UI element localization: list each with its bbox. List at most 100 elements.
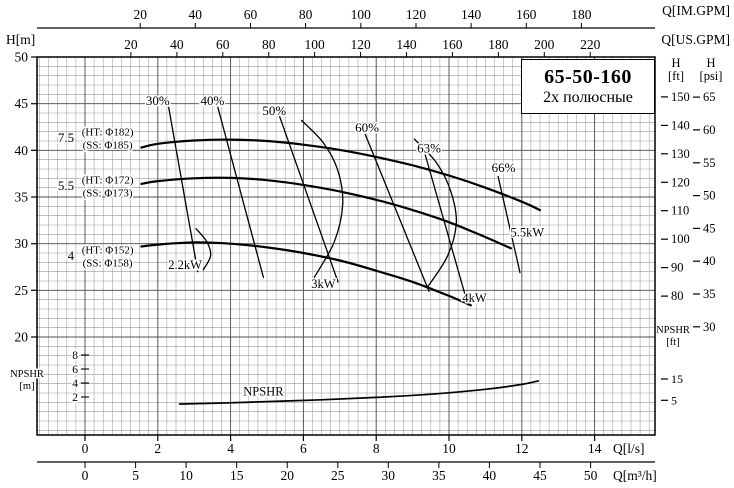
svg-text:14: 14 [588,441,602,456]
svg-text:90: 90 [671,261,684,275]
svg-text:8: 8 [72,350,78,362]
svg-text:40: 40 [483,468,497,483]
svg-text:45: 45 [533,468,547,483]
efficiency-line [424,154,467,297]
svg-text:40: 40 [15,143,29,158]
svg-text:63%: 63% [417,141,441,156]
svg-text:40: 40 [703,254,716,268]
svg-text:10: 10 [179,468,193,483]
svg-text:(SS: Φ185): (SS: Φ185) [83,140,133,152]
svg-text:4kW: 4kW [462,291,487,305]
svg-text:4: 4 [72,378,78,390]
svg-text:25: 25 [15,283,29,298]
svg-text:60%: 60% [355,120,379,135]
svg-text:40: 40 [189,7,203,22]
efficiency-arc [413,138,458,289]
svg-text:5.5kW: 5.5kW [510,226,544,240]
svg-text:60: 60 [244,7,258,22]
svg-text:30: 30 [15,236,29,251]
svg-text:35: 35 [432,468,446,483]
svg-text:30%: 30% [146,93,170,108]
svg-text:110: 110 [671,204,689,218]
svg-text:15: 15 [230,468,244,483]
svg-text:100: 100 [671,232,690,246]
svg-text:140: 140 [461,7,482,22]
svg-text:6: 6 [300,441,307,456]
svg-text:0: 0 [82,468,89,483]
svg-text:120: 120 [406,7,427,22]
pump-model: 65-50-160 [544,65,632,88]
svg-text:7.5: 7.5 [58,130,74,145]
svg-text:60: 60 [703,123,716,137]
svg-text:130: 130 [671,147,690,161]
svg-text:100: 100 [351,7,372,22]
svg-text:[ft]: [ft] [668,69,684,83]
svg-text:Q[US.GPM]: Q[US.GPM] [661,32,730,47]
head-curve-impeller-7.5kW [140,138,542,212]
npshr-curve [178,380,540,405]
svg-text:80: 80 [671,289,684,303]
svg-text:2.2kW: 2.2kW [168,258,202,272]
pump-poles-label: 2х полюсные [543,88,633,106]
efficiency-arc [300,119,344,278]
svg-text:Q[IM.GPM]: Q[IM.GPM] [662,3,730,18]
svg-text:50%: 50% [262,103,286,118]
svg-text:35: 35 [15,190,29,205]
svg-text:NPSHR: NPSHR [243,384,284,398]
svg-text:5.5: 5.5 [58,178,74,193]
efficiency-line [364,133,430,292]
curves-layer [140,106,542,405]
svg-text:200: 200 [534,37,555,52]
svg-text:[ft]: [ft] [666,337,679,348]
head-curve-impeller-5.5kW [140,176,512,250]
svg-text:180: 180 [571,7,592,22]
svg-text:20: 20 [280,468,294,483]
svg-text:40%: 40% [200,93,224,108]
grid-layer [36,56,656,436]
svg-text:25: 25 [331,468,345,483]
svg-text:40: 40 [170,37,184,52]
svg-text:45: 45 [703,221,716,235]
efficiency-line [279,116,339,283]
svg-text:4: 4 [227,441,234,456]
svg-text:[m]: [m] [19,381,34,392]
axes-layer: 20 40 60 80 100 120 140 160 180 Q[IM.GPM]20 40 60 80… [6,3,730,483]
svg-text:65: 65 [703,90,716,104]
svg-text:100: 100 [304,37,325,52]
svg-text:220: 220 [580,37,601,52]
svg-text:120: 120 [350,37,371,52]
title-box: 65-50-160 2х полюсные [521,59,655,114]
svg-text:(HT: Φ182): (HT: Φ182) [82,127,134,139]
svg-text:H[m]: H[m] [6,32,35,47]
svg-text:120: 120 [671,175,690,189]
svg-text:5: 5 [132,468,139,483]
svg-text:2: 2 [154,441,161,456]
svg-text:6: 6 [72,364,78,376]
svg-text:140: 140 [671,118,690,132]
efficiency-line [168,106,199,273]
svg-text:30: 30 [703,320,716,334]
svg-text:180: 180 [488,37,509,52]
svg-text:160: 160 [516,7,537,22]
efficiency-line [497,175,521,274]
svg-text:H: H [706,56,715,70]
svg-text:10: 10 [442,441,456,456]
svg-text:NPSHR: NPSHR [10,369,44,380]
svg-text:0: 0 [82,441,89,456]
svg-text:20: 20 [133,7,147,22]
svg-text:15: 15 [671,372,683,386]
svg-text:20: 20 [124,37,138,52]
head-curve-impeller-4kW [140,241,472,307]
svg-text:35: 35 [703,287,716,301]
efficiency-arc [195,228,212,271]
efficiency-line [217,106,265,278]
svg-text:12: 12 [515,441,529,456]
svg-text:(HT: Φ152): (HT: Φ152) [82,244,134,256]
svg-text:(HT: Φ172): (HT: Φ172) [82,174,134,186]
svg-text:8: 8 [373,441,380,456]
svg-text:66%: 66% [492,160,516,175]
svg-text:NPSHR: NPSHR [656,325,690,336]
svg-text:20: 20 [15,330,29,345]
